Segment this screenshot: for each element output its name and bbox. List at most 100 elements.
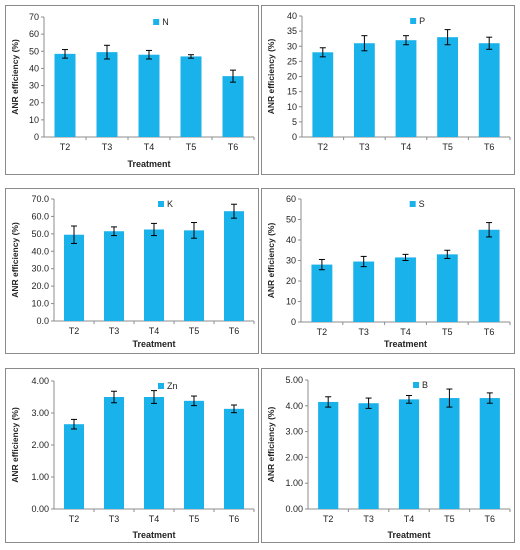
legend-label: Zn	[167, 381, 178, 391]
y-tick-label: 40.0	[31, 246, 49, 256]
y-tick-label: 20	[287, 72, 297, 82]
bar	[96, 52, 118, 138]
bar	[436, 254, 458, 322]
bar	[224, 408, 244, 509]
y-tick-label: 2.00	[285, 452, 303, 462]
y-tick-label: 40	[286, 235, 296, 245]
x-tick-label: T5	[189, 514, 200, 524]
x-tick-label: T3	[109, 326, 120, 336]
bar	[184, 230, 204, 321]
bar	[184, 400, 204, 509]
bar	[144, 229, 164, 321]
chart-svg: 0 10 20 30 40 50 60 70 T2 T3 T4 T5 T6 N ANR efficiency…	[10, 12, 255, 169]
x-tick-label: T2	[317, 327, 328, 337]
y-axis-label: ANR efficiency (%)	[10, 39, 20, 115]
y-tick-label: 4.00	[285, 401, 303, 411]
legend-swatch	[410, 18, 417, 24]
y-tick-label: 5	[292, 117, 297, 127]
x-axis-label: Treatment	[127, 159, 170, 169]
legend-label: P	[419, 16, 425, 26]
x-tick-label: T6	[229, 326, 240, 336]
x-tick-label: T2	[69, 514, 80, 524]
x-tick-label: T5	[186, 142, 197, 152]
legend-swatch	[158, 201, 164, 207]
chart-svg: 0.00 1.00 2.00 3.00 4.00 T2 T3 T4 T5 T6 Zn ANR effi…	[10, 376, 255, 540]
y-tick-label: 2.00	[31, 440, 49, 450]
bar	[353, 261, 375, 322]
x-tick-label: T5	[444, 514, 455, 524]
y-tick-label: 60	[286, 194, 296, 204]
y-tick-label: 3.00	[285, 427, 303, 437]
bar	[312, 52, 334, 137]
bar	[311, 264, 333, 322]
y-tick-label: 0	[291, 317, 296, 327]
y-tick-label: 30	[29, 81, 39, 91]
bar	[437, 37, 458, 137]
x-axis-label: Treatment	[132, 530, 175, 540]
x-tick-label: T3	[363, 514, 374, 524]
x-axis-label: Treatment	[132, 339, 175, 349]
chart-panel-s: 0 10 20 30 40 50 60 T2 T3 T4 T5 T6 S ANR efficiency (…	[261, 188, 515, 354]
x-tick-label: T5	[189, 326, 200, 336]
bar	[222, 76, 244, 137]
chart-panel-p: 0 5 10 15 20 25 30 35 40 T2 T3 T4 T5 T6 P ANR efficienc…	[261, 5, 515, 175]
y-tick-label: 35	[287, 26, 297, 36]
y-tick-label: 20	[286, 276, 296, 286]
x-tick-label: T2	[318, 142, 329, 152]
x-axis-label: Treatment	[387, 530, 430, 540]
x-tick-label: T2	[69, 326, 80, 336]
legend-label: B	[422, 380, 428, 390]
x-tick-label: T2	[60, 142, 71, 152]
y-tick-label: 40	[287, 11, 297, 21]
y-tick-label: 30	[286, 256, 296, 266]
chart-panel-k: 0.0 10.0 20.0 30.0 40.0 50.0 60.0 70.0 T2 T3 T4 T5 T…	[5, 188, 259, 354]
y-tick-label: 40	[29, 63, 39, 73]
legend-swatch	[413, 382, 420, 388]
x-tick-label: T6	[229, 514, 240, 524]
bar	[54, 53, 76, 137]
legend-label: K	[167, 199, 173, 209]
y-tick-label: 0	[292, 132, 297, 142]
y-axis-label: ANR efficiency (%)	[266, 39, 276, 115]
x-tick-label: T6	[228, 142, 239, 152]
y-tick-label: 15	[287, 87, 297, 97]
legend-label: S	[419, 199, 425, 209]
y-tick-label: 30.0	[31, 264, 49, 274]
y-axis-label: ANR efficiency (%)	[266, 407, 276, 483]
bar	[104, 397, 124, 509]
y-tick-label: 50.0	[31, 229, 49, 239]
y-tick-label: 70.0	[31, 194, 49, 204]
x-tick-label: T4	[144, 142, 155, 152]
y-tick-label: 20.0	[31, 281, 49, 291]
y-tick-label: 60.0	[31, 211, 49, 221]
chart-svg: 0.0 10.0 20.0 30.0 40.0 50.0 60.0 70.0 T2 T3 T4 T5 T…	[10, 194, 255, 349]
legend-swatch	[158, 383, 164, 389]
y-tick-label: 1.00	[285, 478, 303, 488]
bar	[439, 398, 460, 509]
bar	[478, 229, 500, 322]
x-tick-label: T3	[358, 327, 369, 337]
y-tick-label: 10	[29, 115, 39, 125]
x-tick-label: T6	[485, 514, 496, 524]
chart-panel-b: 0.00 1.00 2.00 3.00 4.00 5.00 T2 T3 T4 T5 T6 B ANR e…	[261, 368, 515, 543]
x-tick-label: T4	[149, 326, 160, 336]
chart-svg: 0.00 1.00 2.00 3.00 4.00 5.00 T2 T3 T4 T5 T6 B ANR e…	[266, 375, 511, 540]
x-tick-label: T5	[442, 327, 453, 337]
x-tick-label: T3	[102, 142, 113, 152]
x-tick-label: T3	[109, 514, 120, 524]
y-tick-label: 0.00	[31, 504, 49, 514]
bar	[224, 211, 244, 321]
y-tick-label: 70	[29, 12, 39, 22]
y-tick-label: 25	[287, 56, 297, 66]
bar	[138, 54, 160, 137]
y-tick-label: 60	[29, 29, 39, 39]
chart-svg: 0 5 10 15 20 25 30 35 40 T2 T3 T4 T5 T6 P ANR efficienc…	[266, 11, 511, 152]
y-axis-label: ANR efficiency (%)	[10, 407, 20, 483]
x-tick-label: T4	[400, 327, 411, 337]
bar	[398, 399, 420, 509]
bar	[64, 424, 84, 509]
legend-swatch	[409, 201, 416, 207]
y-axis-label: ANR efficiency (%)	[266, 223, 276, 299]
x-tick-label: T2	[323, 514, 334, 524]
y-tick-label: 5.00	[285, 375, 303, 385]
